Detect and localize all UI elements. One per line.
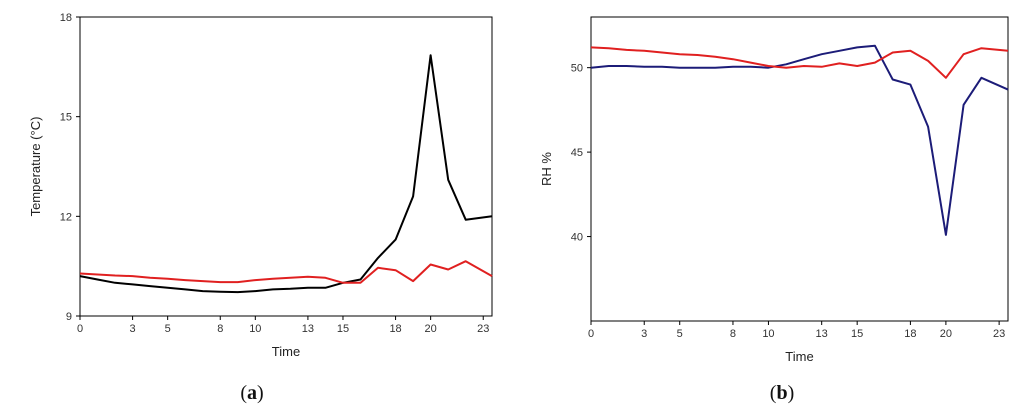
x-tick-label: 13 [816, 328, 828, 340]
panel-label-a: (a) [240, 382, 264, 404]
x-tick-label: 10 [249, 323, 261, 335]
x-tick-label: 10 [762, 328, 774, 340]
chart-panel-a: 0 3 5 8 10 13 15 18 20 23 9 12 15 18 Time Temperature (… [28, 12, 493, 404]
chart-b-svg: 0 3 5 8 10 13 15 18 20 23 40 45 50 Time RH % [539, 16, 1009, 364]
x-tick-label: 23 [477, 323, 489, 335]
x-tick-label: 0 [77, 323, 83, 335]
x-axis-label: Time [785, 349, 813, 364]
x-tick-label: 13 [302, 323, 314, 335]
x-tick-label: 3 [641, 328, 647, 340]
y-tick-label: 45 [571, 147, 583, 159]
y-tick-label: 50 [571, 63, 583, 75]
series-line-2 [79, 260, 493, 284]
plot-frame [79, 16, 493, 317]
x-tick-label: 20 [425, 323, 437, 335]
x-tick-label: 20 [940, 328, 952, 340]
y-tick-label: 18 [60, 12, 72, 24]
x-tick-label: 15 [337, 323, 349, 335]
chart-panel-b: 0 3 5 8 10 13 15 18 20 23 40 45 50 Time RH % (b) [512, 0, 1024, 414]
x-tick-label: 8 [730, 328, 736, 340]
x-tick-label: 18 [904, 328, 916, 340]
x-tick-label: 23 [993, 328, 1005, 340]
y-tick-label: 12 [60, 211, 72, 223]
chart-a-svg: 0 3 5 8 10 13 15 18 20 23 9 12 15 18 Time Temperature (… [28, 12, 493, 359]
x-tick-label: 3 [130, 323, 136, 335]
x-tick-label: 5 [677, 328, 683, 340]
series-line-2 [590, 46, 1009, 79]
series-line-1 [79, 54, 493, 294]
x-tick-label: 18 [389, 323, 401, 335]
x-tick-label: 8 [217, 323, 223, 335]
y-axis-label: RH % [539, 152, 554, 186]
x-tick-label: 0 [588, 328, 594, 340]
series-line-1 [590, 44, 1009, 236]
y-axis-label: Temperature (°C) [28, 117, 43, 217]
y-tick-label: 40 [571, 232, 583, 244]
plot-frame [590, 16, 1009, 322]
x-axis-label: Time [272, 344, 300, 359]
x-tick-label: 15 [851, 328, 863, 340]
y-tick-label: 9 [66, 311, 72, 323]
y-tick-label: 15 [60, 112, 72, 124]
panel-label-b: (b) [769, 382, 795, 404]
x-tick-label: 5 [165, 323, 171, 335]
